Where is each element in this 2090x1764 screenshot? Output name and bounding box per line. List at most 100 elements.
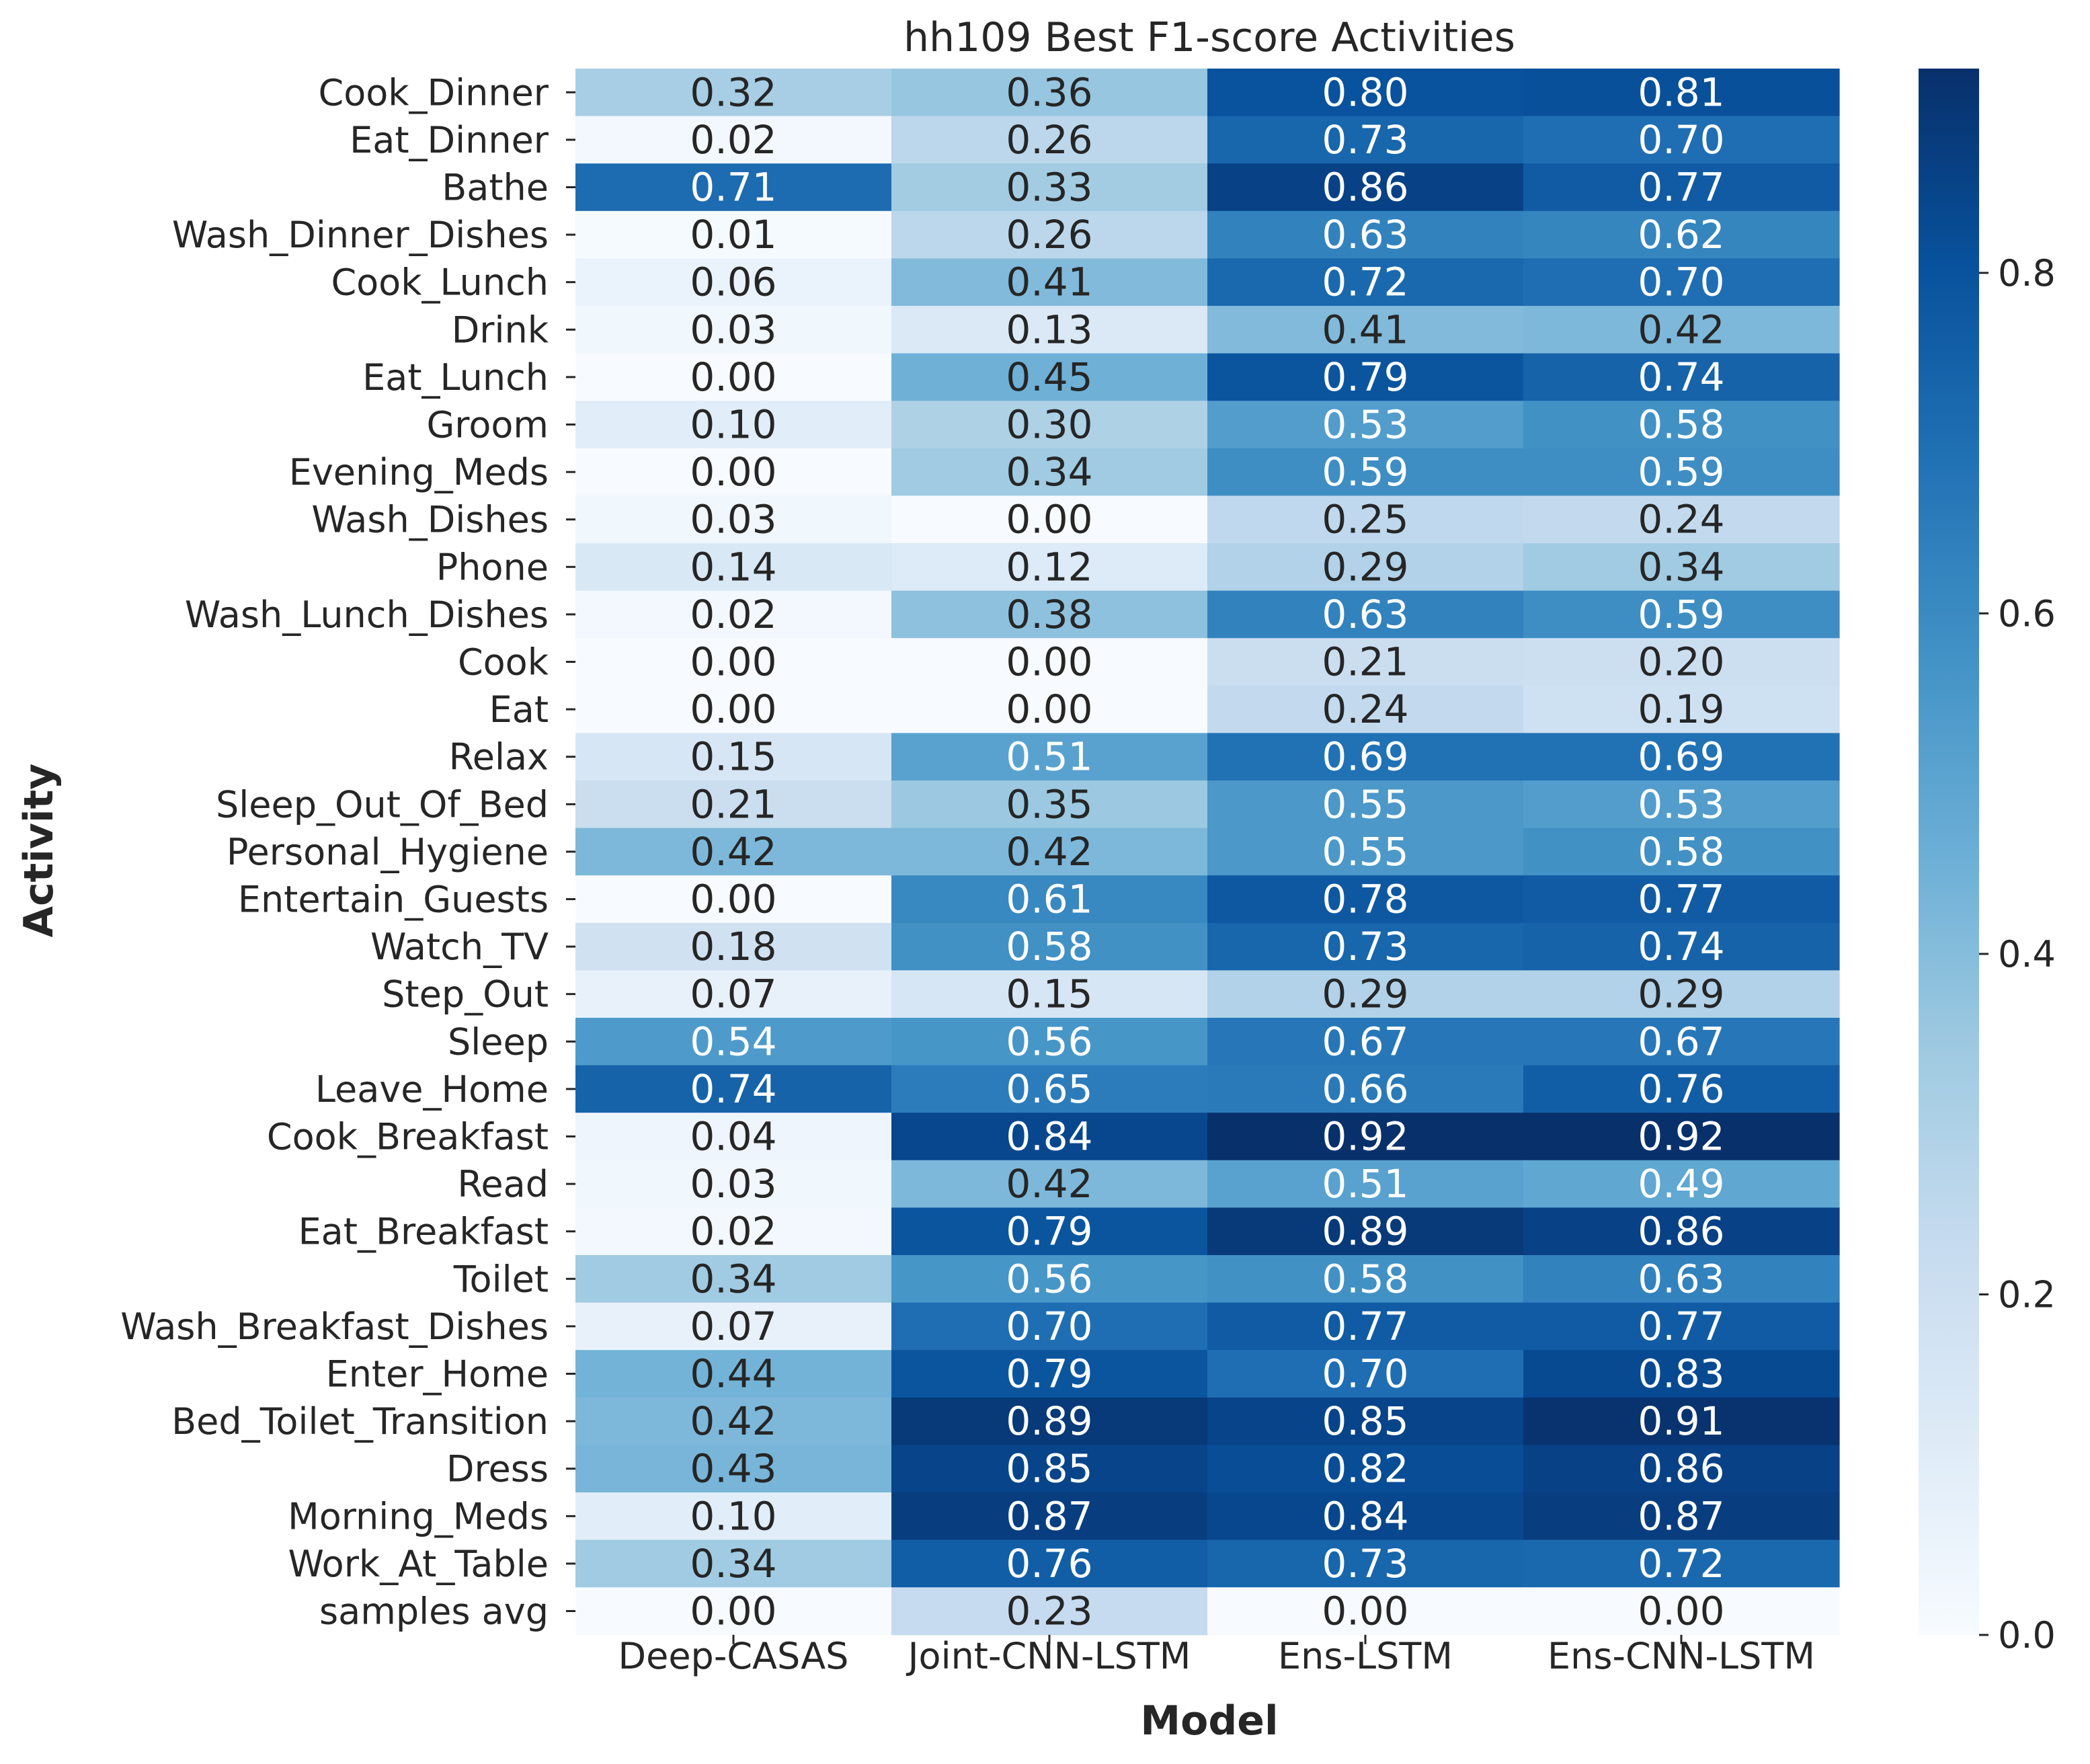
- heatmap-cell: [891, 828, 1208, 876]
- cell-value-label: 0.07: [690, 1304, 776, 1349]
- y-tick-label: Cook_Lunch: [331, 262, 549, 304]
- cell-value-label: 0.89: [1006, 1398, 1092, 1444]
- cell-value-label: 0.73: [1322, 924, 1408, 969]
- heatmap-cell: [1523, 1113, 1840, 1161]
- heatmap-cell: [575, 970, 892, 1018]
- cell-value-label: 0.00: [1006, 686, 1092, 732]
- cell-value-label: 0.32: [690, 69, 776, 115]
- cell-value-label: 0.58: [1638, 829, 1724, 875]
- heatmap-cell: [575, 828, 892, 876]
- cell-value-label: 0.00: [1006, 497, 1092, 543]
- heatmap-cell: [1207, 638, 1524, 686]
- heatmap-cell: [1523, 116, 1840, 164]
- cell-value-label: 0.71: [690, 165, 776, 210]
- heatmap-cell: [575, 116, 892, 164]
- cell-value-label: 0.67: [1638, 1018, 1724, 1064]
- cell-value-label: 0.04: [690, 1114, 776, 1160]
- cell-value-label: 0.54: [690, 1018, 776, 1064]
- cell-value-label: 0.69: [1322, 734, 1408, 780]
- cell-value-label: 0.30: [1006, 402, 1092, 448]
- cell-value-label: 0.03: [690, 497, 776, 543]
- heatmap-cell: [1523, 210, 1840, 259]
- heatmap-cell: [575, 353, 892, 401]
- cell-value-label: 0.35: [1006, 781, 1092, 827]
- x-tick-label: Joint-CNN-LSTM: [906, 1635, 1191, 1677]
- heatmap-cell: [891, 1350, 1208, 1398]
- cell-value-label: 0.74: [1638, 924, 1724, 969]
- heatmap-cell: [891, 1255, 1208, 1304]
- heatmap-cell: [1523, 1587, 1840, 1636]
- heatmap-cell: [1523, 922, 1840, 971]
- heatmap-cell: [1207, 1160, 1524, 1208]
- heatmap-cell: [1523, 590, 1840, 639]
- y-tick-label: Groom: [426, 404, 549, 446]
- heatmap-cell: [1207, 1113, 1524, 1161]
- heatmap-cell: [1523, 1445, 1840, 1493]
- heatmap-cell: [891, 1113, 1208, 1161]
- x-tick-label: Ens-CNN-LSTM: [1548, 1635, 1815, 1677]
- heatmap-cell: [1523, 1065, 1840, 1113]
- heatmap-cell: [575, 495, 892, 544]
- x-tick-labels: Deep-CASAS Joint-CNN-LSTM Ens-LSTM Ens-CNN-…: [618, 1634, 1815, 1677]
- cell-value-label: 0.85: [1322, 1398, 1408, 1444]
- heatmap-cell: [891, 922, 1208, 971]
- heatmap-cell: [891, 638, 1208, 686]
- heatmap-cell: [1207, 828, 1524, 876]
- colorbar-gradient: [1919, 69, 1979, 1635]
- cell-value-label: 0.26: [1006, 212, 1092, 257]
- cell-value-label: 0.44: [690, 1351, 776, 1397]
- heatmap-cell: [891, 495, 1208, 544]
- cell-value-label: 0.77: [1638, 877, 1724, 922]
- heatmap-cell: [575, 1018, 892, 1066]
- heatmap-cell: [1207, 922, 1524, 971]
- heatmap-cell: [1523, 685, 1840, 733]
- heatmap-cell: [1523, 258, 1840, 307]
- heatmap-cell: [575, 1397, 892, 1445]
- heatmap-cell: [1207, 1207, 1524, 1256]
- heatmap-cell: [891, 1018, 1208, 1066]
- heatmap-cell: [1523, 1255, 1840, 1304]
- heatmap-cell: [575, 1350, 892, 1398]
- heatmap-cell: [575, 1445, 892, 1493]
- x-tick-label: Ens-LSTM: [1278, 1635, 1453, 1677]
- heatmap-cell: [1523, 353, 1840, 401]
- cell-value-label: 0.91: [1638, 1398, 1724, 1444]
- heatmap-cell: [1523, 875, 1840, 924]
- heatmap-cell: [1207, 1492, 1524, 1541]
- colorbar-tick-label: 0.0: [1998, 1614, 2056, 1656]
- cell-value-label: 0.89: [1322, 1209, 1408, 1254]
- cell-value-label: 0.41: [1322, 307, 1408, 352]
- colorbar: 0.0 0.2 0.4 0.6 0.8: [1919, 69, 2056, 1656]
- heatmap-cell: [575, 448, 892, 496]
- heatmap-cell: [891, 1302, 1208, 1351]
- cell-value-label: 0.63: [1322, 212, 1408, 257]
- heatmap-cell: [1523, 1207, 1840, 1256]
- heatmap-cell: [1523, 1302, 1840, 1351]
- y-tick-label: Wash_Dishes: [311, 499, 549, 541]
- heatmap-cell: [575, 1302, 892, 1351]
- cell-value-label: 0.00: [690, 639, 776, 685]
- heatmap-cell: [575, 1113, 892, 1161]
- cell-value-label: 0.03: [690, 1161, 776, 1207]
- heatmap-cell: [575, 543, 892, 592]
- y-tick-label: Watch_TV: [370, 926, 549, 968]
- heatmap-cell: [575, 685, 892, 733]
- heatmap-cell: [1207, 1065, 1524, 1113]
- cell-value-label: 0.73: [1322, 117, 1408, 163]
- cell-value-label: 0.53: [1322, 402, 1408, 448]
- cell-value-label: 0.69: [1638, 734, 1724, 780]
- cell-value-label: 0.24: [1322, 686, 1408, 732]
- heatmap-cell: [1207, 1302, 1524, 1351]
- y-tick-label: Sleep: [448, 1020, 549, 1063]
- heatmap-cell: [891, 1065, 1208, 1113]
- heatmap-cell: [1523, 1539, 1840, 1588]
- cell-value-label: 0.85: [1006, 1446, 1092, 1492]
- y-tick-label: Eat_Dinner: [350, 119, 549, 161]
- heatmap-cell: [1207, 1350, 1524, 1398]
- heatmap-cell: [891, 210, 1208, 259]
- x-axis-title: Model: [1140, 1697, 1278, 1745]
- heatmap-cell: [891, 1587, 1208, 1636]
- y-tick-label: Toilet: [453, 1258, 549, 1300]
- cell-value-label: 0.24: [1638, 497, 1724, 543]
- heatmap-cell: [1207, 1255, 1524, 1304]
